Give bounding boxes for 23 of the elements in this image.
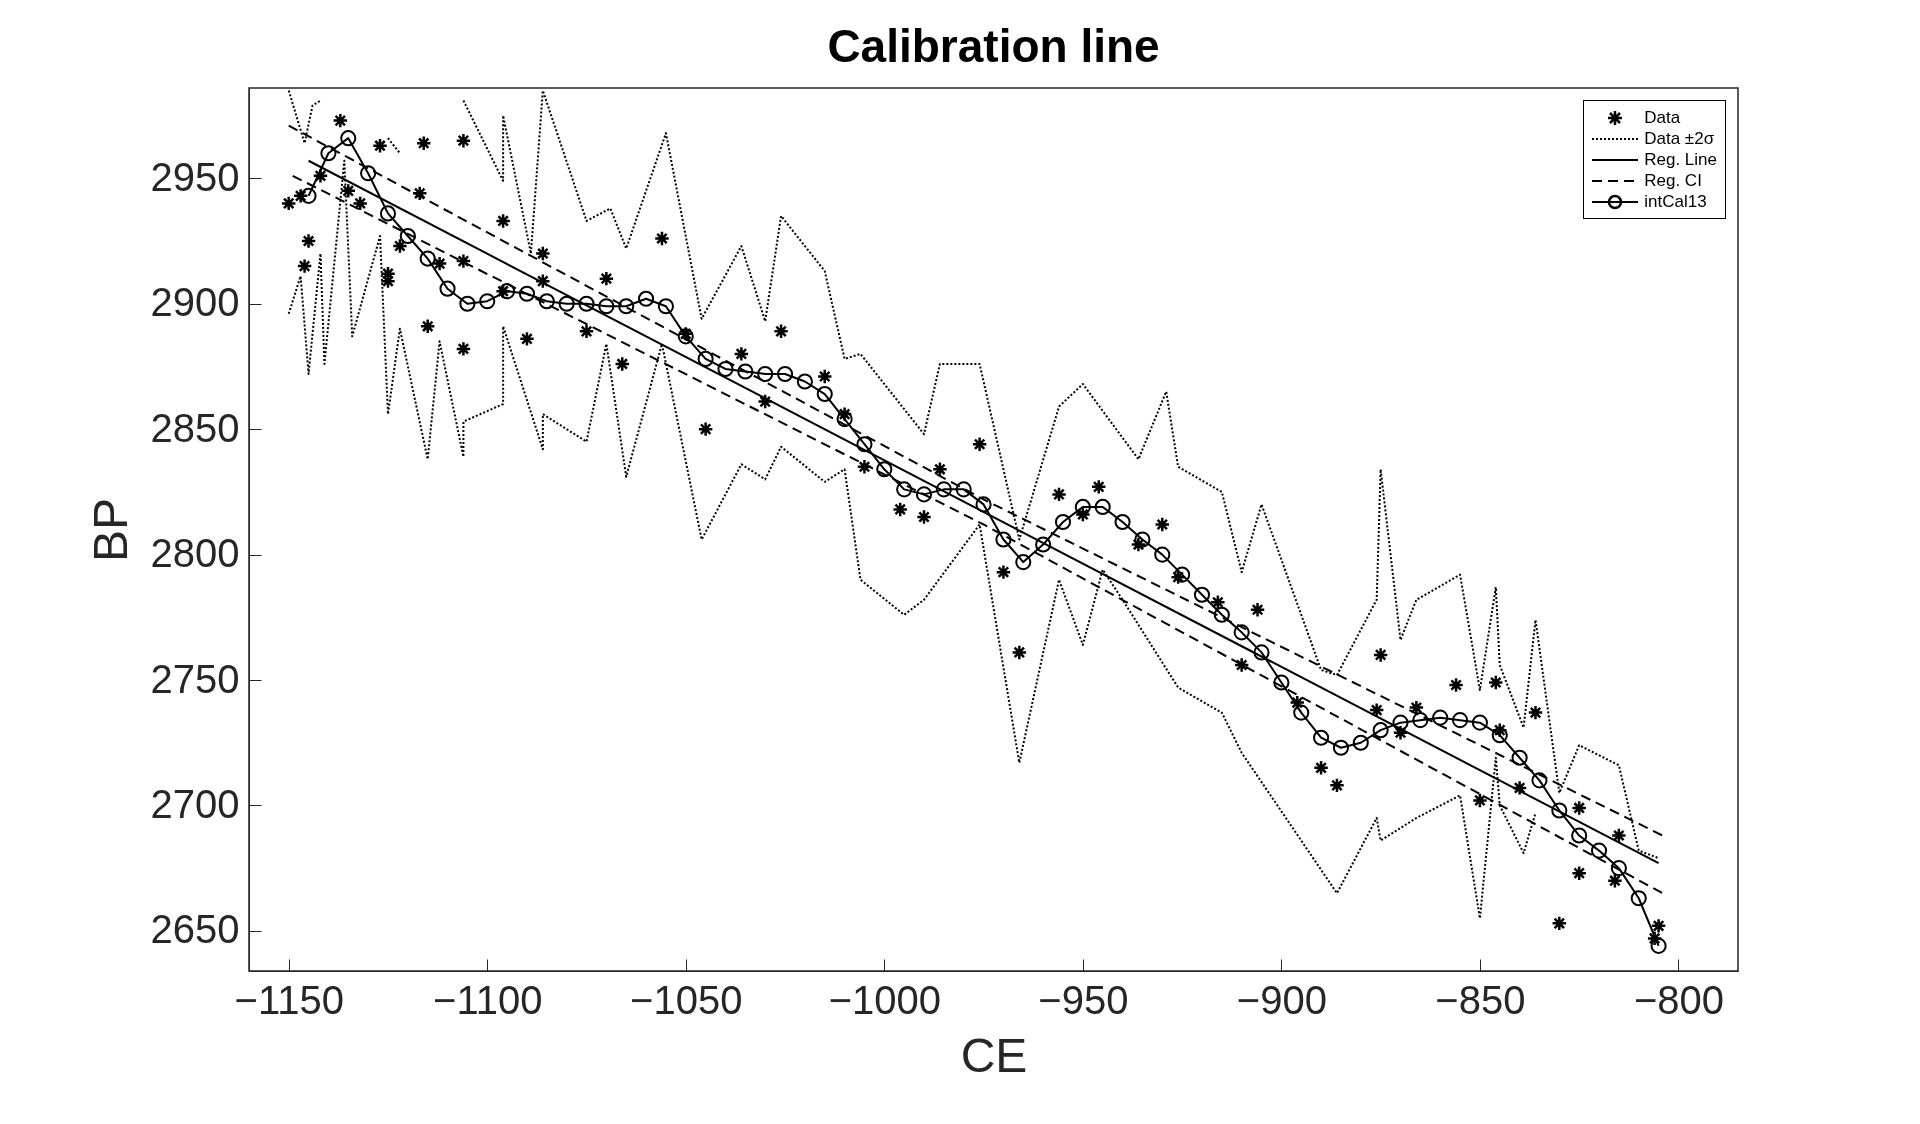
x-tick-label: −1150 (234, 977, 344, 1022)
y-tick-label: 2700 (150, 781, 240, 826)
legend-label: Reg. CI (1644, 170, 1702, 191)
y-tick-label: 2650 (150, 907, 240, 952)
y-tick-label: 2750 (150, 656, 240, 701)
x-tick-label: −1000 (828, 977, 941, 1022)
y-tick-label: 2800 (150, 531, 240, 576)
x-tick-label: −1100 (433, 977, 543, 1022)
legend-label: Data (1644, 107, 1681, 128)
y-tick-label: 2950 (150, 154, 240, 199)
legend-label: Reg. Line (1644, 149, 1717, 170)
x-tick-label: −950 (1038, 977, 1129, 1022)
legend-label: intCal13 (1644, 191, 1707, 212)
chart-title: Calibration line (827, 20, 1160, 72)
y-axis-title: BP (83, 497, 137, 563)
x-tick-label: −1050 (630, 977, 743, 1022)
x-tick-label: −900 (1236, 977, 1327, 1022)
x-axis-title: CE (960, 1028, 1028, 1082)
y-tick-label: 2900 (150, 280, 240, 325)
x-tick-label: −800 (1633, 977, 1724, 1022)
y-tick-label: 2850 (150, 405, 240, 450)
x-tick-label: −850 (1435, 977, 1526, 1022)
legend-label: Data ±2σ (1644, 128, 1715, 149)
